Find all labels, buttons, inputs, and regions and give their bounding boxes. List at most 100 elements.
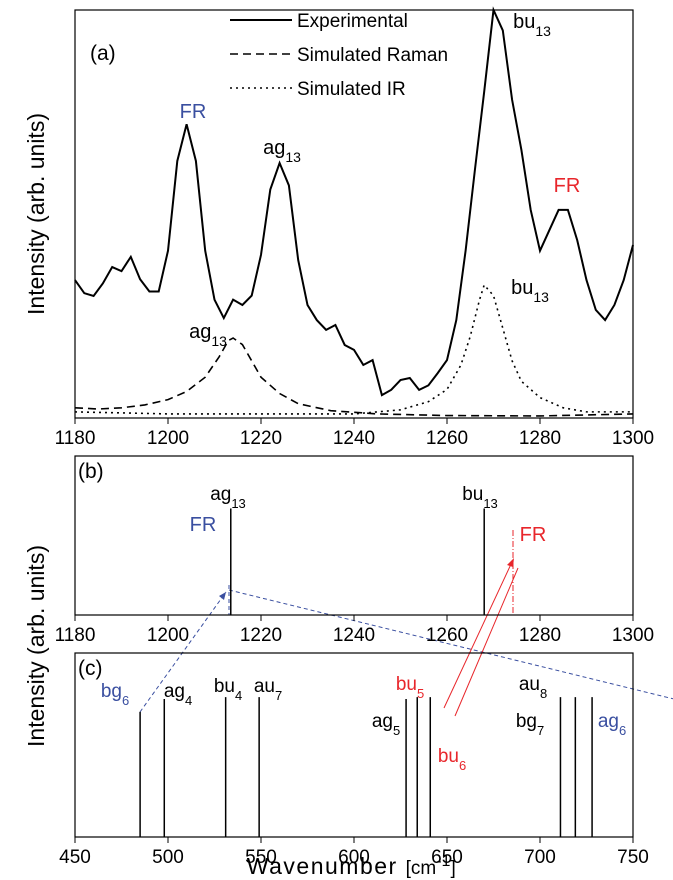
label: au7 [254, 676, 282, 703]
label-sub: 8 [540, 686, 547, 701]
panel-label: (a) [90, 42, 116, 65]
series-line [74, 337, 634, 417]
label-sub: 13 [211, 333, 227, 349]
label-text: FR [190, 514, 217, 536]
x-axis-label: Wavenumber [cm-1] [247, 853, 457, 880]
label-text: ag [372, 711, 393, 732]
label-sub: 7 [275, 688, 282, 703]
label-text: ag [189, 321, 211, 343]
label: ag4 [164, 681, 192, 708]
x-tick-label: 650 [431, 847, 463, 868]
label-text: FR [180, 101, 207, 123]
label: FR [554, 175, 581, 197]
x-tick-label: 1220 [240, 428, 282, 449]
label: FR [520, 524, 547, 546]
x-axis-label-sup: -1 [436, 853, 450, 870]
label-text: bg [101, 681, 122, 702]
series-line [74, 283, 633, 415]
x-tick-label: 1180 [55, 428, 96, 449]
x-tick-label: 1240 [333, 428, 375, 449]
label-sub: 13 [231, 496, 245, 511]
panel-label: (c) [78, 657, 103, 680]
x-tick-label: 1200 [147, 428, 189, 449]
label: ag5 [372, 711, 400, 738]
label-text: bu [214, 676, 235, 697]
label-text: au [519, 674, 540, 695]
label-text: ag [210, 484, 231, 505]
x-tick-label: 1200 [147, 625, 189, 646]
label: bu13 [511, 277, 549, 305]
x-tick-label: 1280 [519, 428, 561, 449]
x-tick-label: 1240 [333, 625, 375, 646]
label: FR [190, 514, 217, 536]
label-sub: 13 [533, 289, 549, 305]
x-axis-label-main: Wavenumber [247, 853, 406, 879]
panel-label: (b) [78, 460, 104, 483]
label-sub: 6 [122, 693, 129, 708]
y-axis-label: Intensity (arb. units) [23, 113, 49, 315]
x-tick-label: 600 [338, 847, 370, 868]
label: bu5 [396, 674, 424, 701]
label-sub: 6 [459, 758, 466, 773]
x-tick-label: 1300 [612, 428, 654, 449]
y-axis-label: Intensity (arb. units) [23, 545, 49, 747]
label: ag13 [189, 321, 227, 349]
label-text: bu [511, 277, 533, 299]
label-text: bu [513, 11, 535, 33]
arrowhead [507, 558, 514, 567]
x-tick-label: 1260 [426, 428, 468, 449]
label: ag13 [210, 484, 246, 511]
label: ag13 [263, 137, 301, 165]
legend-label: Simulated IR [297, 79, 406, 100]
legend-label: Simulated Raman [297, 45, 448, 66]
label-sub: 5 [417, 686, 424, 701]
label-sub: 13 [535, 23, 551, 39]
label: bu13 [513, 11, 551, 39]
label-sub: 4 [185, 693, 192, 708]
label-text: ag [598, 711, 619, 732]
label-sub: 7 [537, 723, 544, 738]
connector [454, 567, 519, 717]
label-sub: 5 [393, 723, 400, 738]
label: bu13 [462, 484, 498, 511]
arrowhead [219, 592, 226, 600]
label-sub: 6 [619, 723, 626, 738]
label-text: ag [263, 137, 285, 159]
x-axis-label-end: ] [450, 858, 457, 879]
label: bu6 [438, 746, 466, 773]
x-tick-label: 450 [59, 847, 91, 868]
label: FR [180, 101, 207, 123]
x-axis-label-unit: [cm [406, 858, 437, 879]
x-tick-label: 1220 [240, 625, 282, 646]
x-tick-label: 550 [245, 847, 277, 868]
label: bg7 [516, 711, 544, 738]
label-text: bu [438, 746, 459, 767]
x-tick-label: 1180 [55, 625, 96, 646]
x-tick-label: 750 [617, 847, 649, 868]
label: bu4 [214, 676, 242, 703]
label-text: FR [520, 524, 547, 546]
connectors [139, 530, 673, 717]
label-text: au [254, 676, 275, 697]
label-sub: 4 [235, 688, 242, 703]
x-tick-label: 700 [524, 847, 556, 868]
connector [443, 561, 513, 709]
x-tick-label: 1260 [426, 625, 468, 646]
series-line [74, 6, 634, 397]
label: ag6 [598, 711, 626, 738]
label: bg6 [101, 681, 129, 708]
label-text: bu [462, 484, 483, 505]
legend-label: Experimental [297, 11, 408, 32]
x-tick-label: 1280 [519, 625, 561, 646]
label-text: bu [396, 674, 417, 695]
label: au8 [519, 674, 547, 701]
label-text: bg [516, 711, 537, 732]
plot-frame [74, 652, 634, 838]
label-text: ag [164, 681, 185, 702]
connector [228, 589, 673, 700]
label-sub: 13 [483, 496, 497, 511]
x-tick-label: 500 [152, 847, 184, 868]
plot-frame [74, 9, 634, 419]
